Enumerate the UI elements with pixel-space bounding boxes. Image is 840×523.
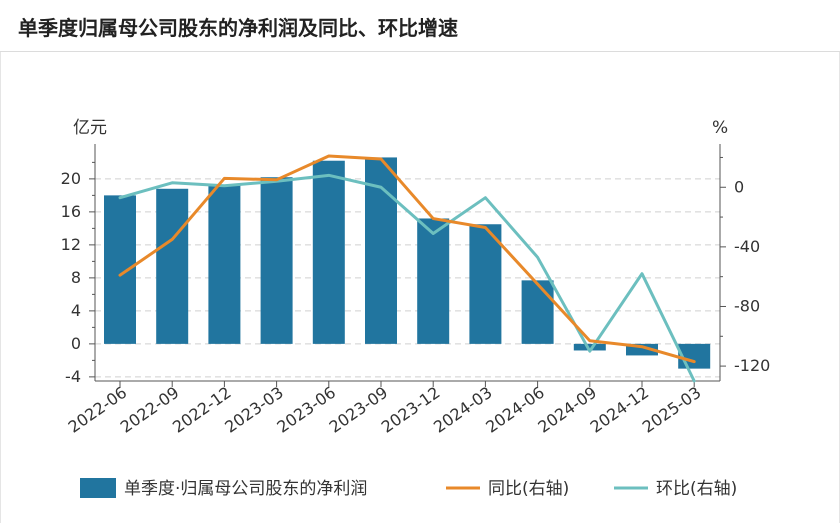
bar-2024-06 bbox=[521, 280, 554, 344]
x-tick-label: 2024-03 bbox=[430, 383, 496, 437]
left-tick-label: 8 bbox=[71, 268, 81, 287]
left-tick-label: 0 bbox=[71, 334, 81, 353]
legend-bar-swatch bbox=[80, 478, 116, 498]
right-tick-label: -80 bbox=[734, 296, 760, 315]
left-axis-unit: 亿元 bbox=[73, 118, 107, 138]
legend: 单季度·归属母公司股东的净利润 同比(右轴) 环比(右轴) bbox=[80, 478, 737, 499]
x-tick-label: 2022-09 bbox=[117, 383, 183, 437]
yoy-line bbox=[118, 154, 696, 364]
x-tick-label: 2022-12 bbox=[169, 383, 235, 437]
chart-header: 单季度归属母公司股东的净利润及同比、环比增速 bbox=[0, 0, 840, 52]
right-tick-label: -120 bbox=[734, 356, 770, 375]
left-tick-label: 12 bbox=[61, 235, 81, 254]
left-tick-label: -4 bbox=[65, 367, 81, 386]
legend-qoq-label: 环比(右轴) bbox=[656, 479, 737, 499]
bar-2022-12 bbox=[208, 184, 241, 344]
chart-title: 单季度归属母公司股东的净利润及同比、环比增速 bbox=[18, 16, 458, 40]
bar-2023-06 bbox=[312, 160, 345, 344]
bar-2024-12 bbox=[626, 343, 658, 356]
x-tick-label: 2024-06 bbox=[482, 383, 548, 437]
bar-2024-09 bbox=[573, 343, 606, 351]
legend-bar-label: 单季度·归属母公司股东的净利润 bbox=[124, 479, 367, 499]
bar-2024-03 bbox=[469, 224, 502, 344]
bar-2022-06 bbox=[104, 195, 136, 344]
right-axis-unit: % bbox=[712, 118, 728, 138]
x-tick-label: 2024-09 bbox=[534, 383, 600, 437]
legend-yoy-label: 同比(右轴) bbox=[488, 479, 569, 499]
right-tick-label: -40 bbox=[734, 237, 760, 256]
x-tick-label: 2024-12 bbox=[587, 383, 653, 437]
x-tick-label: 2022-06 bbox=[65, 383, 131, 437]
x-tick-label: 2023-06 bbox=[273, 383, 339, 437]
x-tick-label: 2023-12 bbox=[378, 383, 444, 437]
qoq-line bbox=[118, 173, 696, 383]
x-tick-label: 2023-09 bbox=[326, 383, 392, 437]
bar-2023-03 bbox=[260, 177, 293, 344]
line-layer bbox=[118, 154, 696, 383]
bar-2022-09 bbox=[156, 188, 189, 344]
left-tick-label: 4 bbox=[71, 301, 81, 320]
left-tick-label: 20 bbox=[61, 169, 81, 188]
x-tick-label: 2023-03 bbox=[221, 383, 287, 437]
bar-2023-12 bbox=[417, 218, 450, 344]
left-tick-label: 16 bbox=[61, 202, 81, 221]
x-tick-label: 2025-03 bbox=[639, 383, 705, 437]
right-tick-label: 0 bbox=[734, 177, 744, 196]
